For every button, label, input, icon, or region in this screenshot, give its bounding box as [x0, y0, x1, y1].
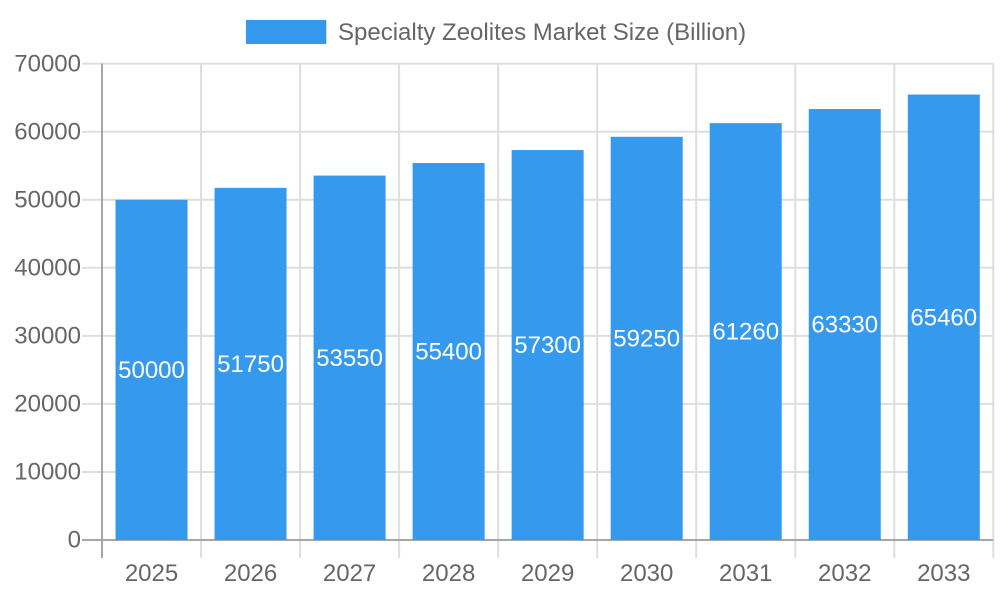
- svg-text:2030: 2030: [620, 560, 673, 587]
- svg-text:59250: 59250: [613, 326, 680, 353]
- svg-text:60000: 60000: [14, 118, 81, 145]
- svg-text:2028: 2028: [422, 560, 475, 587]
- svg-text:51750: 51750: [217, 351, 284, 378]
- svg-text:10000: 10000: [14, 459, 81, 486]
- svg-text:40000: 40000: [14, 255, 81, 282]
- svg-text:0: 0: [68, 527, 81, 554]
- svg-text:Specialty Zeolites Market Size: Specialty Zeolites Market Size (Billion): [338, 19, 746, 46]
- svg-text:63330: 63330: [811, 312, 878, 339]
- svg-text:2031: 2031: [719, 560, 772, 587]
- svg-text:2033: 2033: [917, 560, 970, 587]
- svg-text:2025: 2025: [125, 560, 178, 587]
- svg-text:55400: 55400: [415, 339, 482, 366]
- svg-text:70000: 70000: [14, 50, 81, 77]
- svg-text:50000: 50000: [14, 186, 81, 213]
- svg-text:20000: 20000: [14, 391, 81, 418]
- svg-text:53550: 53550: [316, 345, 383, 372]
- svg-text:30000: 30000: [14, 323, 81, 350]
- svg-text:61260: 61260: [712, 319, 779, 346]
- svg-text:57300: 57300: [514, 332, 581, 359]
- svg-text:2027: 2027: [323, 560, 376, 587]
- svg-text:2032: 2032: [818, 560, 871, 587]
- svg-text:2026: 2026: [224, 560, 277, 587]
- svg-text:50000: 50000: [118, 357, 185, 384]
- svg-text:65460: 65460: [910, 304, 977, 331]
- svg-text:2029: 2029: [521, 560, 574, 587]
